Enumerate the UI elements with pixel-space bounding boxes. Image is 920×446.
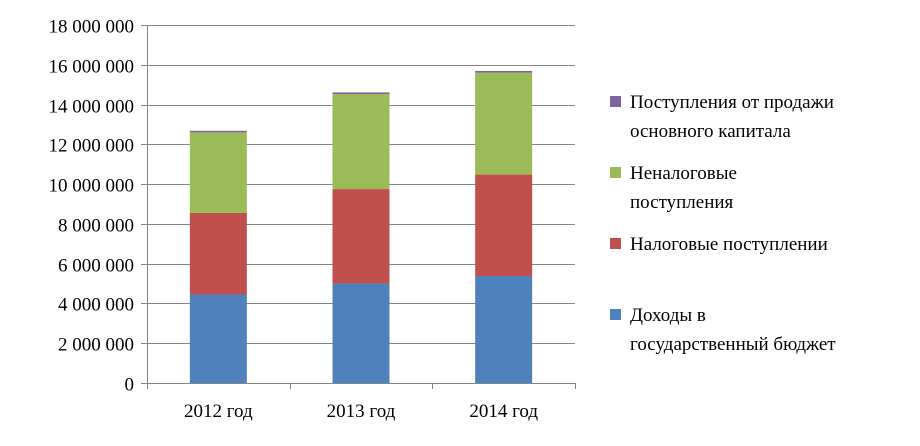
bar-segment — [189, 294, 247, 383]
y-tick-label: 10 000 000 — [49, 176, 135, 197]
bar-segment — [332, 92, 390, 95]
legend-marker — [610, 167, 621, 178]
y-tick-label: 2 000 000 — [58, 335, 134, 356]
x-category-label: 2012 год — [184, 401, 253, 422]
y-tick-label: 8 000 000 — [58, 216, 134, 237]
legend-label: основного капитала — [630, 121, 791, 142]
axes: 0 2 000 000 4 000 000 6 000 000 8 000 000 10 … — [49, 17, 576, 422]
bar-segment — [475, 70, 533, 73]
x-category-label: 2013 год — [327, 401, 396, 422]
bar-segment — [189, 132, 247, 213]
bars — [189, 70, 533, 383]
legend-marker — [610, 238, 621, 249]
bar-segment — [475, 72, 533, 175]
x-category-label: 2014 год — [469, 401, 538, 422]
legend-label: Налоговые поступлении — [630, 234, 828, 255]
legend-label: Поступления от продажи — [630, 92, 834, 113]
bar-segment — [189, 130, 247, 133]
bar-segment — [189, 212, 247, 295]
bar-segment — [475, 174, 533, 276]
y-tick-label: 14 000 000 — [49, 97, 135, 118]
legend-marker — [610, 309, 621, 320]
legend-label: поступления — [630, 192, 734, 213]
y-tick-label: 6 000 000 — [58, 256, 134, 277]
legend-label: Доходы в — [630, 305, 706, 326]
bar-segment — [332, 283, 390, 383]
y-tick-label: 4 000 000 — [58, 295, 134, 316]
bar-segment — [332, 189, 390, 284]
y-tick-label: 0 — [125, 375, 135, 396]
legend-marker — [610, 96, 621, 107]
legend-label: Неналоговые — [630, 163, 737, 184]
legend-label: государственный бюджет — [630, 334, 836, 355]
bar-segment — [475, 275, 533, 383]
legend: Поступления от продажи основного капитала… — [610, 92, 836, 355]
y-tick-label: 18 000 000 — [49, 17, 135, 38]
y-tick-label: 16 000 000 — [49, 57, 135, 78]
bar-segment — [332, 94, 390, 190]
y-tick-label: 12 000 000 — [49, 136, 135, 157]
